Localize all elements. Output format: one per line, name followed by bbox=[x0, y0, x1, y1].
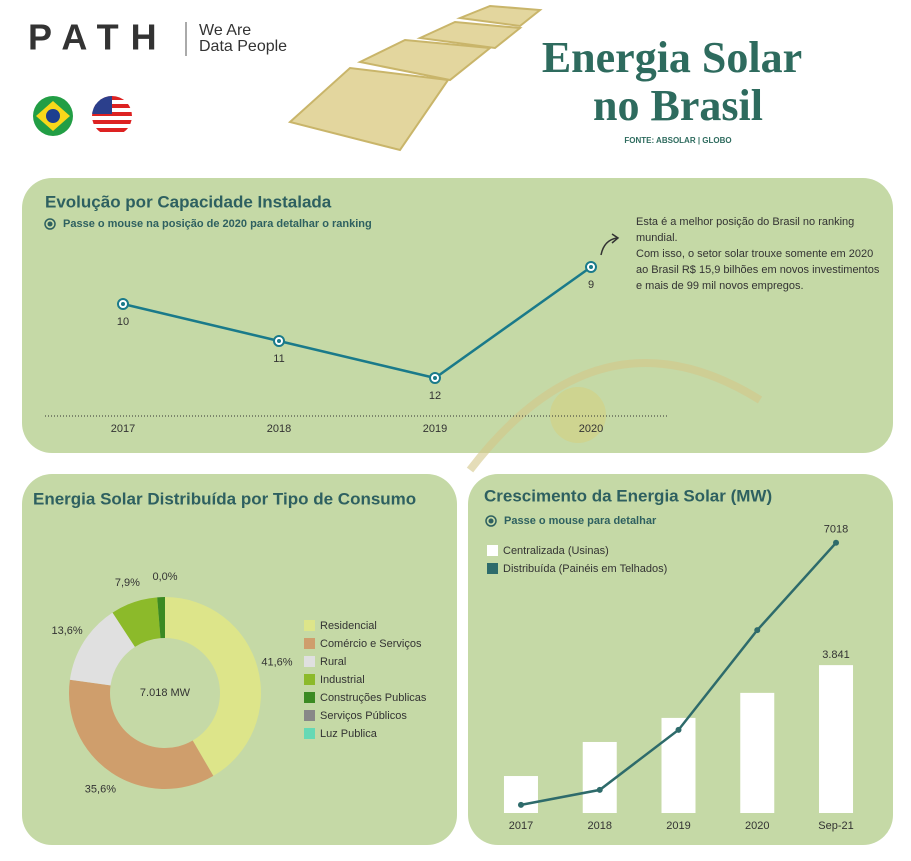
logo: PATH bbox=[28, 17, 169, 58]
data-label: 13,6% bbox=[51, 625, 82, 637]
legend-label: Serviços Públicos bbox=[320, 710, 407, 722]
annotation: Com isso, o setor solar trouxe somente e… bbox=[636, 248, 873, 260]
chart-subtitle: Passe o mouse para detalhar bbox=[504, 515, 657, 527]
slice bbox=[165, 596, 262, 776]
legend-label: Centralizada (Usinas) bbox=[503, 545, 609, 557]
data-label: 11 bbox=[273, 353, 284, 365]
point bbox=[517, 801, 524, 808]
point-core bbox=[433, 376, 437, 380]
point bbox=[833, 539, 840, 546]
legend-swatch bbox=[304, 710, 315, 721]
page-title: Energia Solar bbox=[542, 33, 802, 82]
annotation: ao Brasil R$ 15,9 bilhões em novos inves… bbox=[636, 264, 880, 276]
legend-swatch bbox=[304, 638, 315, 649]
slice bbox=[112, 597, 161, 647]
point-core bbox=[589, 265, 593, 269]
slice bbox=[69, 612, 135, 686]
x-tick-label: 2018 bbox=[587, 820, 611, 832]
legend-swatch bbox=[487, 545, 498, 556]
data-label: 12 bbox=[429, 390, 441, 402]
x-tick-label: 2017 bbox=[509, 820, 533, 832]
panel bbox=[22, 178, 893, 453]
point bbox=[596, 786, 603, 793]
legend-swatch bbox=[487, 563, 498, 574]
bar bbox=[582, 741, 617, 813]
chart-title: Evolução por Capacidade Instalada bbox=[45, 192, 332, 211]
annotation: e mais de 99 mil novos empregos. bbox=[636, 280, 804, 292]
legend-label: Luz Publica bbox=[320, 728, 378, 740]
point-core bbox=[277, 339, 281, 343]
x-tick-label: 2020 bbox=[745, 820, 769, 832]
page-title: no Brasil bbox=[593, 81, 763, 130]
bar bbox=[819, 665, 854, 813]
x-tick-label: 2017 bbox=[111, 423, 135, 435]
panel bbox=[468, 474, 893, 845]
tagline: We Are bbox=[199, 22, 251, 39]
legend-label: Residencial bbox=[320, 620, 377, 632]
arrow bbox=[600, 233, 620, 256]
line bbox=[122, 265, 592, 380]
tagline: Data People bbox=[199, 38, 287, 55]
x-tick-label: 2018 bbox=[267, 423, 291, 435]
slice bbox=[157, 597, 165, 639]
solar-panels-decor bbox=[287, 4, 543, 152]
flag-brazil[interactable] bbox=[33, 96, 73, 136]
legend-swatch bbox=[304, 692, 315, 703]
data-label: 10 bbox=[117, 316, 129, 328]
sun-decor bbox=[550, 387, 606, 443]
x-tick-label: 2019 bbox=[666, 820, 690, 832]
radio-icon bbox=[485, 515, 497, 527]
legend-label: Industrial bbox=[320, 674, 365, 686]
point bbox=[675, 726, 682, 733]
chart-title: Energia Solar Distribuída por Tipo de Co… bbox=[33, 489, 416, 508]
bar bbox=[740, 692, 775, 813]
legend-label: Distribuída (Painéis em Telhados) bbox=[503, 563, 667, 575]
radio-icon bbox=[488, 518, 494, 524]
x-tick-label: 2020 bbox=[579, 423, 603, 435]
legend-label: Comércio e Serviços bbox=[320, 638, 422, 650]
slice bbox=[69, 679, 214, 789]
point bbox=[754, 627, 761, 634]
legend-swatch bbox=[304, 728, 315, 739]
bar bbox=[661, 717, 696, 813]
data-label: 3.841 bbox=[822, 649, 850, 661]
annotation: mundial. bbox=[636, 232, 678, 244]
point-core bbox=[121, 302, 125, 306]
legend-label: Rural bbox=[320, 656, 346, 668]
legend-swatch bbox=[304, 656, 315, 667]
flag-usa[interactable] bbox=[92, 96, 132, 136]
x-tick-label: Sep-21 bbox=[818, 820, 853, 832]
data-label: 41,6% bbox=[261, 657, 292, 669]
data-label: 9 bbox=[588, 279, 594, 291]
center-label: 7.018 MW bbox=[140, 687, 191, 699]
chart-title: Crescimento da Energia Solar (MW) bbox=[484, 486, 772, 505]
source: FONTE: ABSOLAR | GLOBO bbox=[624, 136, 731, 145]
legend-swatch bbox=[304, 674, 315, 685]
legend-swatch bbox=[304, 620, 315, 631]
radio-icon bbox=[47, 221, 53, 227]
annotation: Esta é a melhor posição do Brasil no ran… bbox=[636, 216, 854, 228]
legend-label: Construções Publicas bbox=[320, 692, 427, 704]
arc-decor bbox=[466, 359, 763, 473]
data-label: 7,9% bbox=[115, 577, 140, 589]
radio-icon bbox=[44, 218, 56, 230]
data-label: 0,0% bbox=[152, 571, 177, 583]
x-tick-label: 2019 bbox=[423, 423, 447, 435]
data-label: 7018 bbox=[824, 524, 848, 536]
chart-subtitle: Passe o mouse na posição de 2020 para de… bbox=[63, 218, 372, 230]
data-label: 35,6% bbox=[85, 783, 116, 795]
